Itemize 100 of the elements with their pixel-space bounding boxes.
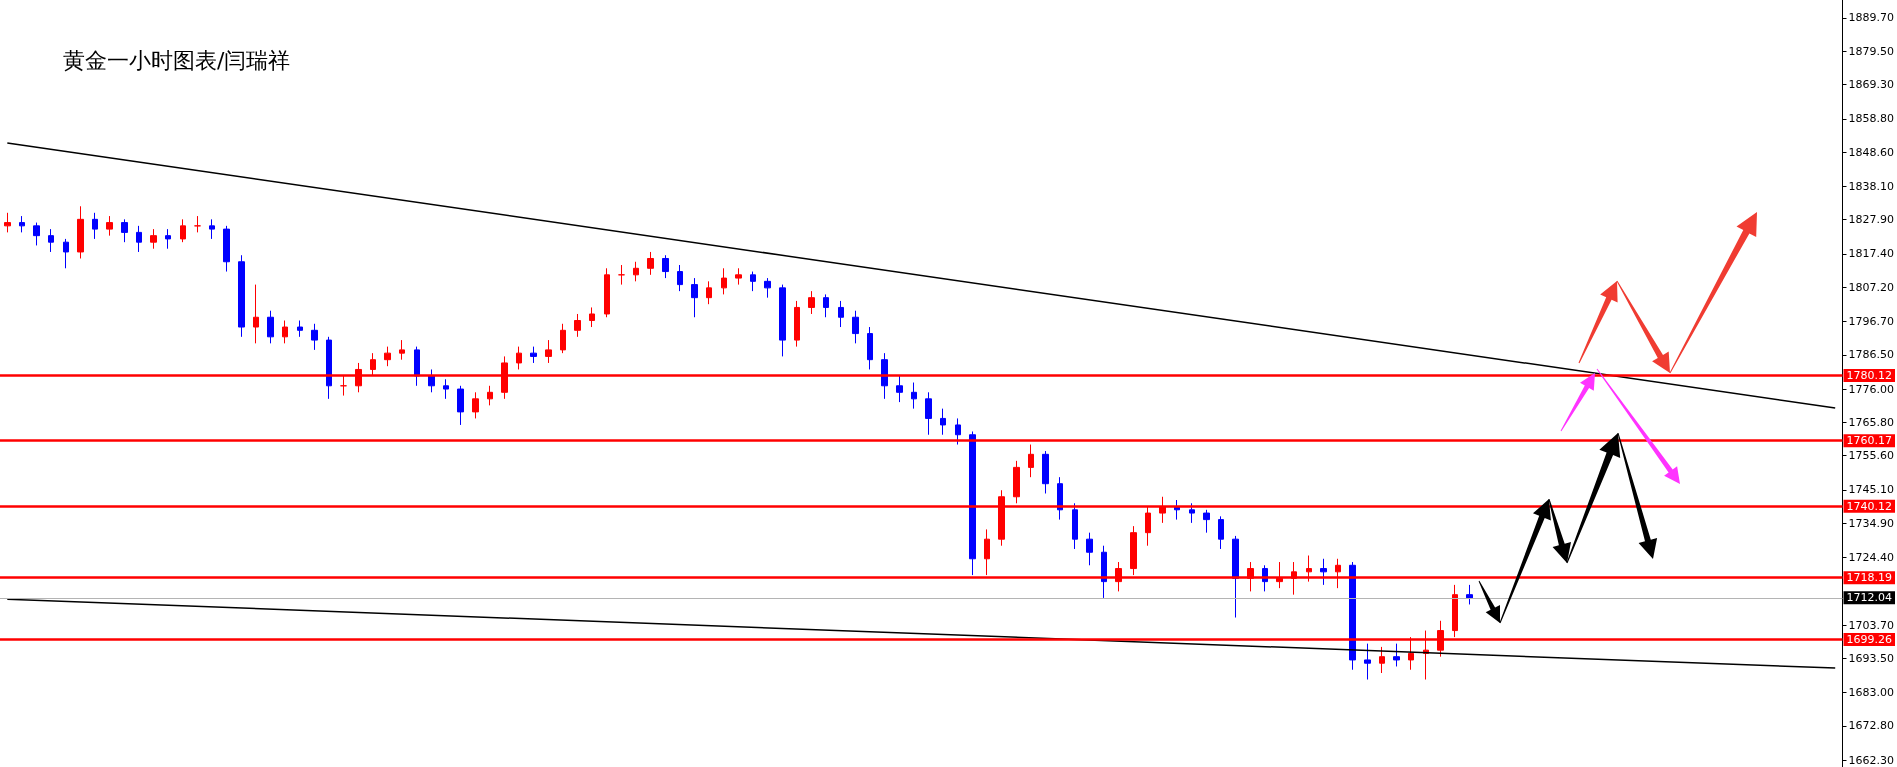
candlestick — [223, 225, 230, 273]
ref-line-label: 1780.12 — [1846, 369, 1893, 383]
ref-line-label: 1712.04 — [1846, 591, 1893, 605]
candlestick — [677, 264, 683, 292]
candlestick — [662, 254, 669, 279]
candlestick — [121, 218, 128, 243]
candlestick — [955, 417, 961, 446]
y-tick-label: 1838.10 — [1848, 179, 1895, 193]
candlestick — [721, 267, 727, 295]
y-tick-label: 1827.90 — [1848, 213, 1895, 227]
candlestick — [633, 261, 639, 282]
candlestick — [794, 300, 800, 348]
candlestick — [706, 280, 712, 305]
y-tick-label: 1683.00 — [1848, 686, 1895, 700]
candlestick — [1320, 558, 1327, 586]
candlestick — [136, 225, 142, 253]
candlestick — [1364, 643, 1371, 681]
candlestick — [1072, 502, 1078, 550]
candlestick — [77, 205, 84, 259]
y-tick-label: 1693.50 — [1848, 651, 1895, 665]
candlestick — [618, 264, 625, 286]
candlestick — [896, 375, 903, 403]
candlestick — [516, 346, 522, 370]
y-tick-label: 1765.80 — [1848, 415, 1895, 429]
ref-line-label: 1718.19 — [1846, 571, 1893, 585]
y-tick-label: 1776.00 — [1848, 382, 1895, 396]
ref-line-label: 1699.26 — [1846, 633, 1893, 647]
candlestick — [457, 385, 464, 426]
candlestick — [150, 228, 157, 250]
candlestick — [63, 238, 69, 269]
candlestick — [282, 320, 288, 344]
y-tick-label: 1796.70 — [1848, 314, 1895, 328]
candlestick — [867, 326, 873, 370]
candlestick — [19, 215, 25, 233]
candlestick — [311, 323, 318, 351]
y-tick-label: 1734.90 — [1848, 516, 1895, 530]
candlestick — [209, 218, 215, 240]
candlestick — [545, 339, 552, 364]
candlestick — [530, 346, 537, 364]
candlestick — [735, 267, 742, 286]
candlestick — [779, 284, 786, 357]
y-tick-label: 1869.30 — [1848, 78, 1895, 92]
y-tick-label: 1848.60 — [1848, 145, 1895, 159]
candlestick — [969, 430, 976, 576]
candlestick — [647, 251, 654, 276]
candlestick — [925, 391, 932, 436]
candlestick — [297, 320, 303, 338]
candlestick — [472, 391, 479, 419]
y-tick-label: 1889.70 — [1848, 11, 1895, 25]
candlestick — [823, 293, 829, 318]
ref-line-label: 1760.17 — [1846, 434, 1893, 448]
candlestick — [1218, 515, 1224, 550]
candlestick — [428, 368, 435, 393]
candlestick — [1086, 532, 1093, 566]
candlestick — [48, 228, 54, 253]
candlestick — [1232, 535, 1239, 619]
candlestick — [1379, 646, 1385, 674]
candlestick — [267, 310, 274, 344]
candlestick — [852, 310, 859, 344]
y-tick-label: 1672.80 — [1848, 719, 1895, 733]
candlestick — [940, 408, 946, 436]
candlestick — [560, 323, 566, 354]
y-tick-label: 1807.20 — [1848, 280, 1895, 294]
candlestick — [326, 336, 332, 400]
candlestick — [1349, 561, 1356, 671]
ref-line-label: 1740.12 — [1846, 499, 1893, 513]
candlestick — [106, 215, 113, 237]
y-tick-label: 1662.30 — [1848, 753, 1895, 767]
candlestick — [384, 346, 391, 367]
y-tick-label: 1745.10 — [1848, 483, 1895, 497]
candlestick — [414, 346, 420, 387]
candlestick — [238, 254, 245, 338]
candlestick — [4, 212, 11, 233]
candlestick — [487, 385, 493, 406]
y-tick-label: 1879.50 — [1848, 44, 1895, 58]
candlestick — [750, 271, 756, 292]
candlestick — [194, 215, 201, 233]
y-tick-label: 1817.40 — [1848, 247, 1895, 261]
candlestick — [881, 352, 888, 400]
candlestick — [1189, 502, 1195, 524]
candlestick — [1057, 476, 1063, 521]
y-tick-label: 1786.50 — [1848, 348, 1895, 362]
candlestick — [1393, 643, 1400, 667]
candlestick — [180, 218, 186, 243]
candlestick — [1101, 545, 1107, 599]
candlestick — [1028, 444, 1034, 478]
candlestick — [1203, 509, 1210, 534]
candlestick — [33, 222, 40, 246]
candlestick — [589, 306, 595, 328]
candlestick — [764, 277, 771, 299]
candlestick — [165, 228, 171, 250]
candlestick — [92, 212, 98, 240]
candlestick — [1042, 450, 1049, 494]
candlestick — [399, 339, 405, 361]
y-tick-label: 1703.70 — [1848, 618, 1895, 632]
text: 黄金一小时图表/闫瑞祥 — [63, 47, 291, 73]
y-tick-label: 1755.60 — [1848, 449, 1895, 463]
candlestick — [1013, 460, 1020, 504]
candlestick — [574, 313, 581, 338]
y-tick-label: 1724.40 — [1848, 550, 1895, 564]
